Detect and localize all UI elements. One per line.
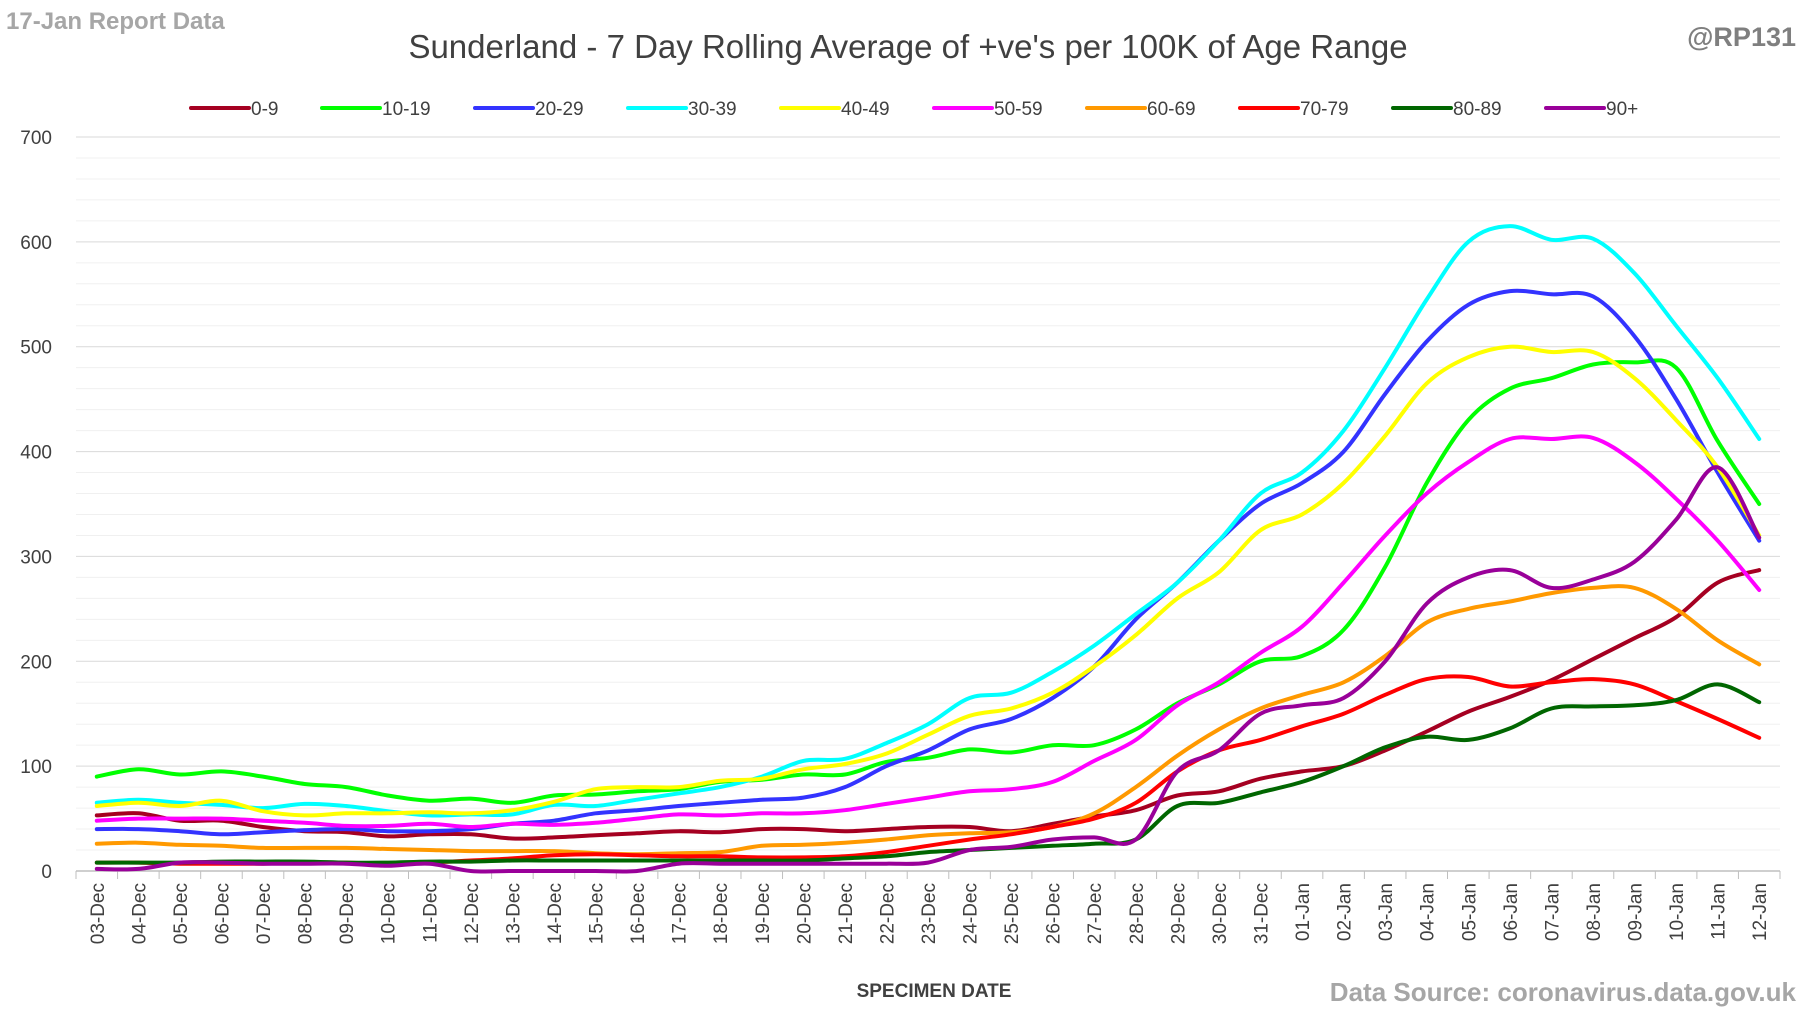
x-tick-label: 30-Dec <box>1210 883 1231 944</box>
legend-label: 10-19 <box>382 99 431 120</box>
x-tick-label: 03-Jan <box>1376 883 1397 941</box>
gridlines <box>76 136 1780 872</box>
x-tick-label: 12-Dec <box>462 883 483 944</box>
y-tick-label: 100 <box>20 757 52 778</box>
legend: 0-9 10-19 20-29 30-39 40-49 50-59 60-69 70-79 80… <box>189 99 1638 120</box>
chart-title: Sunderland - 7 Day Rolling Average of +v… <box>408 28 1408 65</box>
x-tick-label: 26-Dec <box>1044 883 1065 944</box>
legend-label: 90+ <box>1606 99 1638 120</box>
series-line-6 <box>94 434 1762 829</box>
author-handle: @RP131 <box>1687 22 1796 52</box>
x-tick-label: 05-Jan <box>1459 883 1480 941</box>
x-tick-label: 09-Jan <box>1626 883 1647 941</box>
x-tick-label: 31-Dec <box>1251 883 1272 944</box>
x-tick-label: 27-Dec <box>1085 883 1106 944</box>
x-tick-label: 10-Dec <box>379 883 400 944</box>
x-tick-label: 03-Dec <box>88 883 109 944</box>
report-date-label: 17-Jan Report Data <box>6 8 225 35</box>
series-line-7 <box>94 584 1762 857</box>
x-tick-label: 05-Dec <box>171 883 192 944</box>
legend-label: 50-59 <box>994 99 1043 120</box>
x-tick-label: 04-Jan <box>1418 883 1439 941</box>
x-axis: 03-Dec 04-Dec 05-Dec 06-Dec 07-Dec 08-Dec 09-D… <box>75 870 1781 944</box>
y-tick-label: 700 <box>20 128 52 149</box>
x-tick-label: 12-Jan <box>1750 883 1771 941</box>
x-tick-label: 16-Dec <box>628 883 649 944</box>
y-tick-label: 300 <box>20 547 52 568</box>
y-tick-label: 0 <box>41 862 52 883</box>
legend-label: 20-29 <box>535 99 584 120</box>
x-tick-label: 15-Dec <box>587 883 608 944</box>
series-lines <box>94 224 1762 874</box>
x-axis-title: SPECIMEN DATE <box>857 981 1012 1002</box>
x-tick-label: 11-Dec <box>420 883 441 943</box>
x-tick-label: 04-Dec <box>129 883 150 944</box>
x-tick-label: 08-Jan <box>1584 883 1605 941</box>
x-tick-label: 08-Dec <box>296 883 317 944</box>
x-tick-label: 11-Jan <box>1709 883 1730 940</box>
series-line-2 <box>94 358 1762 805</box>
x-tick-label: 18-Dec <box>711 883 732 944</box>
series-line-4 <box>94 224 1762 818</box>
legend-label: 40-49 <box>841 99 890 120</box>
legend-label: 60-69 <box>1147 99 1196 120</box>
x-tick-label: 02-Jan <box>1335 883 1356 941</box>
x-tick-label: 07-Dec <box>254 883 275 944</box>
x-tick-label: 09-Dec <box>337 883 358 944</box>
legend-label: 80-89 <box>1453 99 1502 120</box>
y-tick-label: 600 <box>20 233 52 254</box>
y-axis: 0 100 200 300 400 500 600 700 <box>20 128 52 883</box>
x-tick-label: 13-Dec <box>503 883 524 944</box>
legend-label: 30-39 <box>688 99 737 120</box>
x-tick-label: 06-Dec <box>212 883 233 944</box>
y-tick-label: 400 <box>20 443 52 464</box>
x-tick-label: 01-Jan <box>1293 883 1314 941</box>
x-tick-label: 21-Dec <box>836 883 857 944</box>
x-tick-label: 22-Dec <box>877 883 898 944</box>
x-tick-label: 17-Dec <box>670 883 691 944</box>
x-tick-label: 20-Dec <box>794 883 815 944</box>
x-tick-label: 29-Dec <box>1168 883 1189 944</box>
legend-label: 0-9 <box>251 99 278 120</box>
series-line-3 <box>94 288 1762 837</box>
x-tick-label: 28-Dec <box>1127 883 1148 944</box>
series-line-10 <box>94 465 1762 874</box>
series-line-5 <box>94 344 1762 818</box>
x-tick-label: 06-Jan <box>1501 883 1522 941</box>
x-tick-label: 14-Dec <box>545 883 566 944</box>
x-tick-label: 10-Jan <box>1667 883 1688 941</box>
y-tick-label: 500 <box>20 338 52 359</box>
x-tick-label: 25-Dec <box>1002 883 1023 944</box>
series-line-1 <box>94 568 1762 841</box>
x-tick-label: 23-Dec <box>919 883 940 944</box>
x-tick-label: 24-Dec <box>961 883 982 944</box>
data-source: Data Source: coronavirus.data.gov.uk <box>1329 977 1796 1007</box>
series-line-9 <box>94 682 1762 865</box>
y-tick-label: 200 <box>20 652 52 673</box>
legend-label: 70-79 <box>1300 99 1349 120</box>
x-tick-label: 07-Jan <box>1542 883 1563 941</box>
x-tick-label: 19-Dec <box>753 883 774 944</box>
